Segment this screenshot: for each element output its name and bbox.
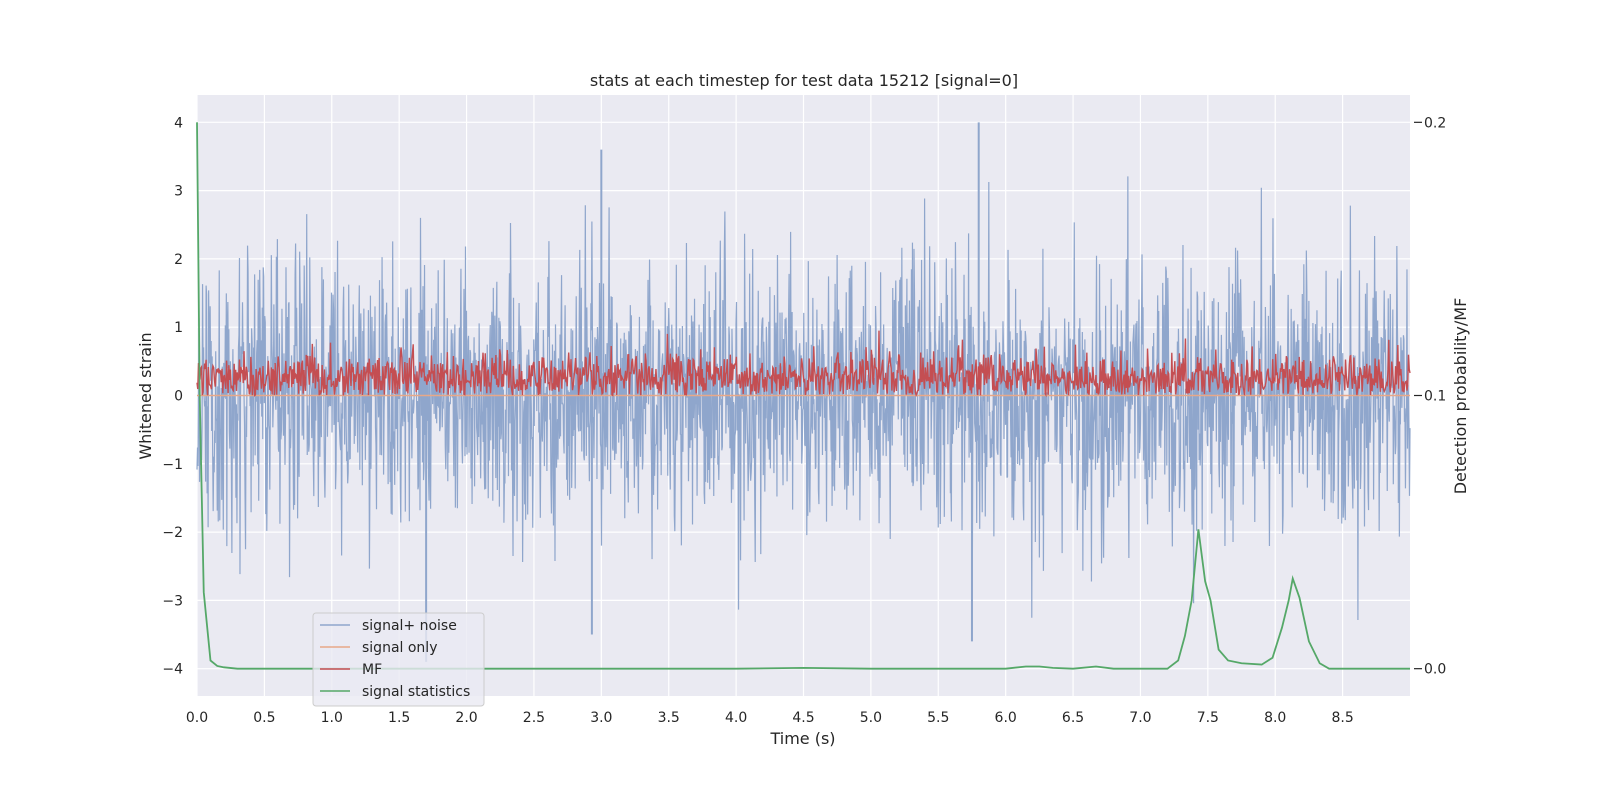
- legend-label-signal-only: signal only: [362, 640, 437, 656]
- y-tick-label: 0: [174, 389, 183, 405]
- legend: signal+ noise signal only MF signal stat…: [312, 612, 485, 707]
- x-tick-label: 7.5: [1197, 710, 1219, 726]
- chart-title: stats at each timestep for test data 152…: [590, 71, 1018, 90]
- x-tick-label: 0.0: [186, 710, 208, 726]
- y-tick-label: 1: [174, 320, 183, 336]
- x-tick-label: 7.0: [1129, 710, 1151, 726]
- x-tick-label: 1.5: [388, 710, 410, 726]
- y-tick-label: −1: [162, 457, 183, 473]
- y-tick-label: 2: [174, 252, 183, 268]
- y-tick-label: −2: [162, 525, 183, 541]
- x-tick-label: 8.5: [1331, 710, 1353, 726]
- x-tick-label: 8.0: [1264, 710, 1286, 726]
- series-signal-statistics: [196, 122, 1410, 670]
- noise-line: [196, 176, 1411, 630]
- y-right-axis-ticks: 0.2 0.1 0.0: [1414, 115, 1446, 678]
- x-axis-label: Time (s): [769, 729, 835, 748]
- legend-label-mf: MF: [362, 662, 382, 678]
- x-tick-label: 0.5: [253, 710, 275, 726]
- y-right-tick-label: 0.2: [1424, 115, 1446, 131]
- y-right-tick-label: 0.1: [1424, 389, 1446, 405]
- y-axis-ticks: 4 3 2 1 0 −1 −2 −3 −4: [162, 115, 183, 677]
- y-right-axis-label: Detection probability/MF: [1451, 298, 1470, 495]
- signal-statistics-line: [196, 122, 1410, 670]
- y-tick-label: 3: [174, 184, 183, 200]
- y-tick-label: −3: [162, 593, 183, 609]
- legend-label-signal-statistics: signal statistics: [362, 684, 470, 700]
- x-axis-ticks: 0.0 0.5 1.0 1.5 2.0 2.5 3.0 3.5 4.0 4.5 5.0 5.5 6.0 6…: [186, 710, 1354, 726]
- x-tick-label: 4.0: [725, 710, 747, 726]
- y-tick-label: 4: [174, 115, 183, 131]
- y-axis-label: Whitened strain: [136, 332, 155, 459]
- x-tick-label: 3.0: [590, 710, 612, 726]
- legend-label-signal-noise: signal+ noise: [362, 618, 457, 634]
- y-tick-label: −4: [162, 662, 183, 678]
- x-tick-label: 4.5: [792, 710, 814, 726]
- x-tick-label: 5.0: [860, 710, 882, 726]
- x-tick-label: 6.5: [1062, 710, 1084, 726]
- x-tick-label: 2.0: [455, 710, 477, 726]
- y-right-tick-label: 0.0: [1424, 662, 1446, 678]
- x-tick-label: 5.5: [927, 710, 949, 726]
- series-mf: [196, 330, 1411, 398]
- x-tick-label: 3.5: [658, 710, 680, 726]
- legend-box: [312, 612, 485, 707]
- x-tick-label: 6.0: [995, 710, 1017, 726]
- x-tick-label: 2.5: [523, 710, 545, 726]
- x-tick-label: 1.0: [321, 710, 343, 726]
- mf-line: [196, 330, 1411, 398]
